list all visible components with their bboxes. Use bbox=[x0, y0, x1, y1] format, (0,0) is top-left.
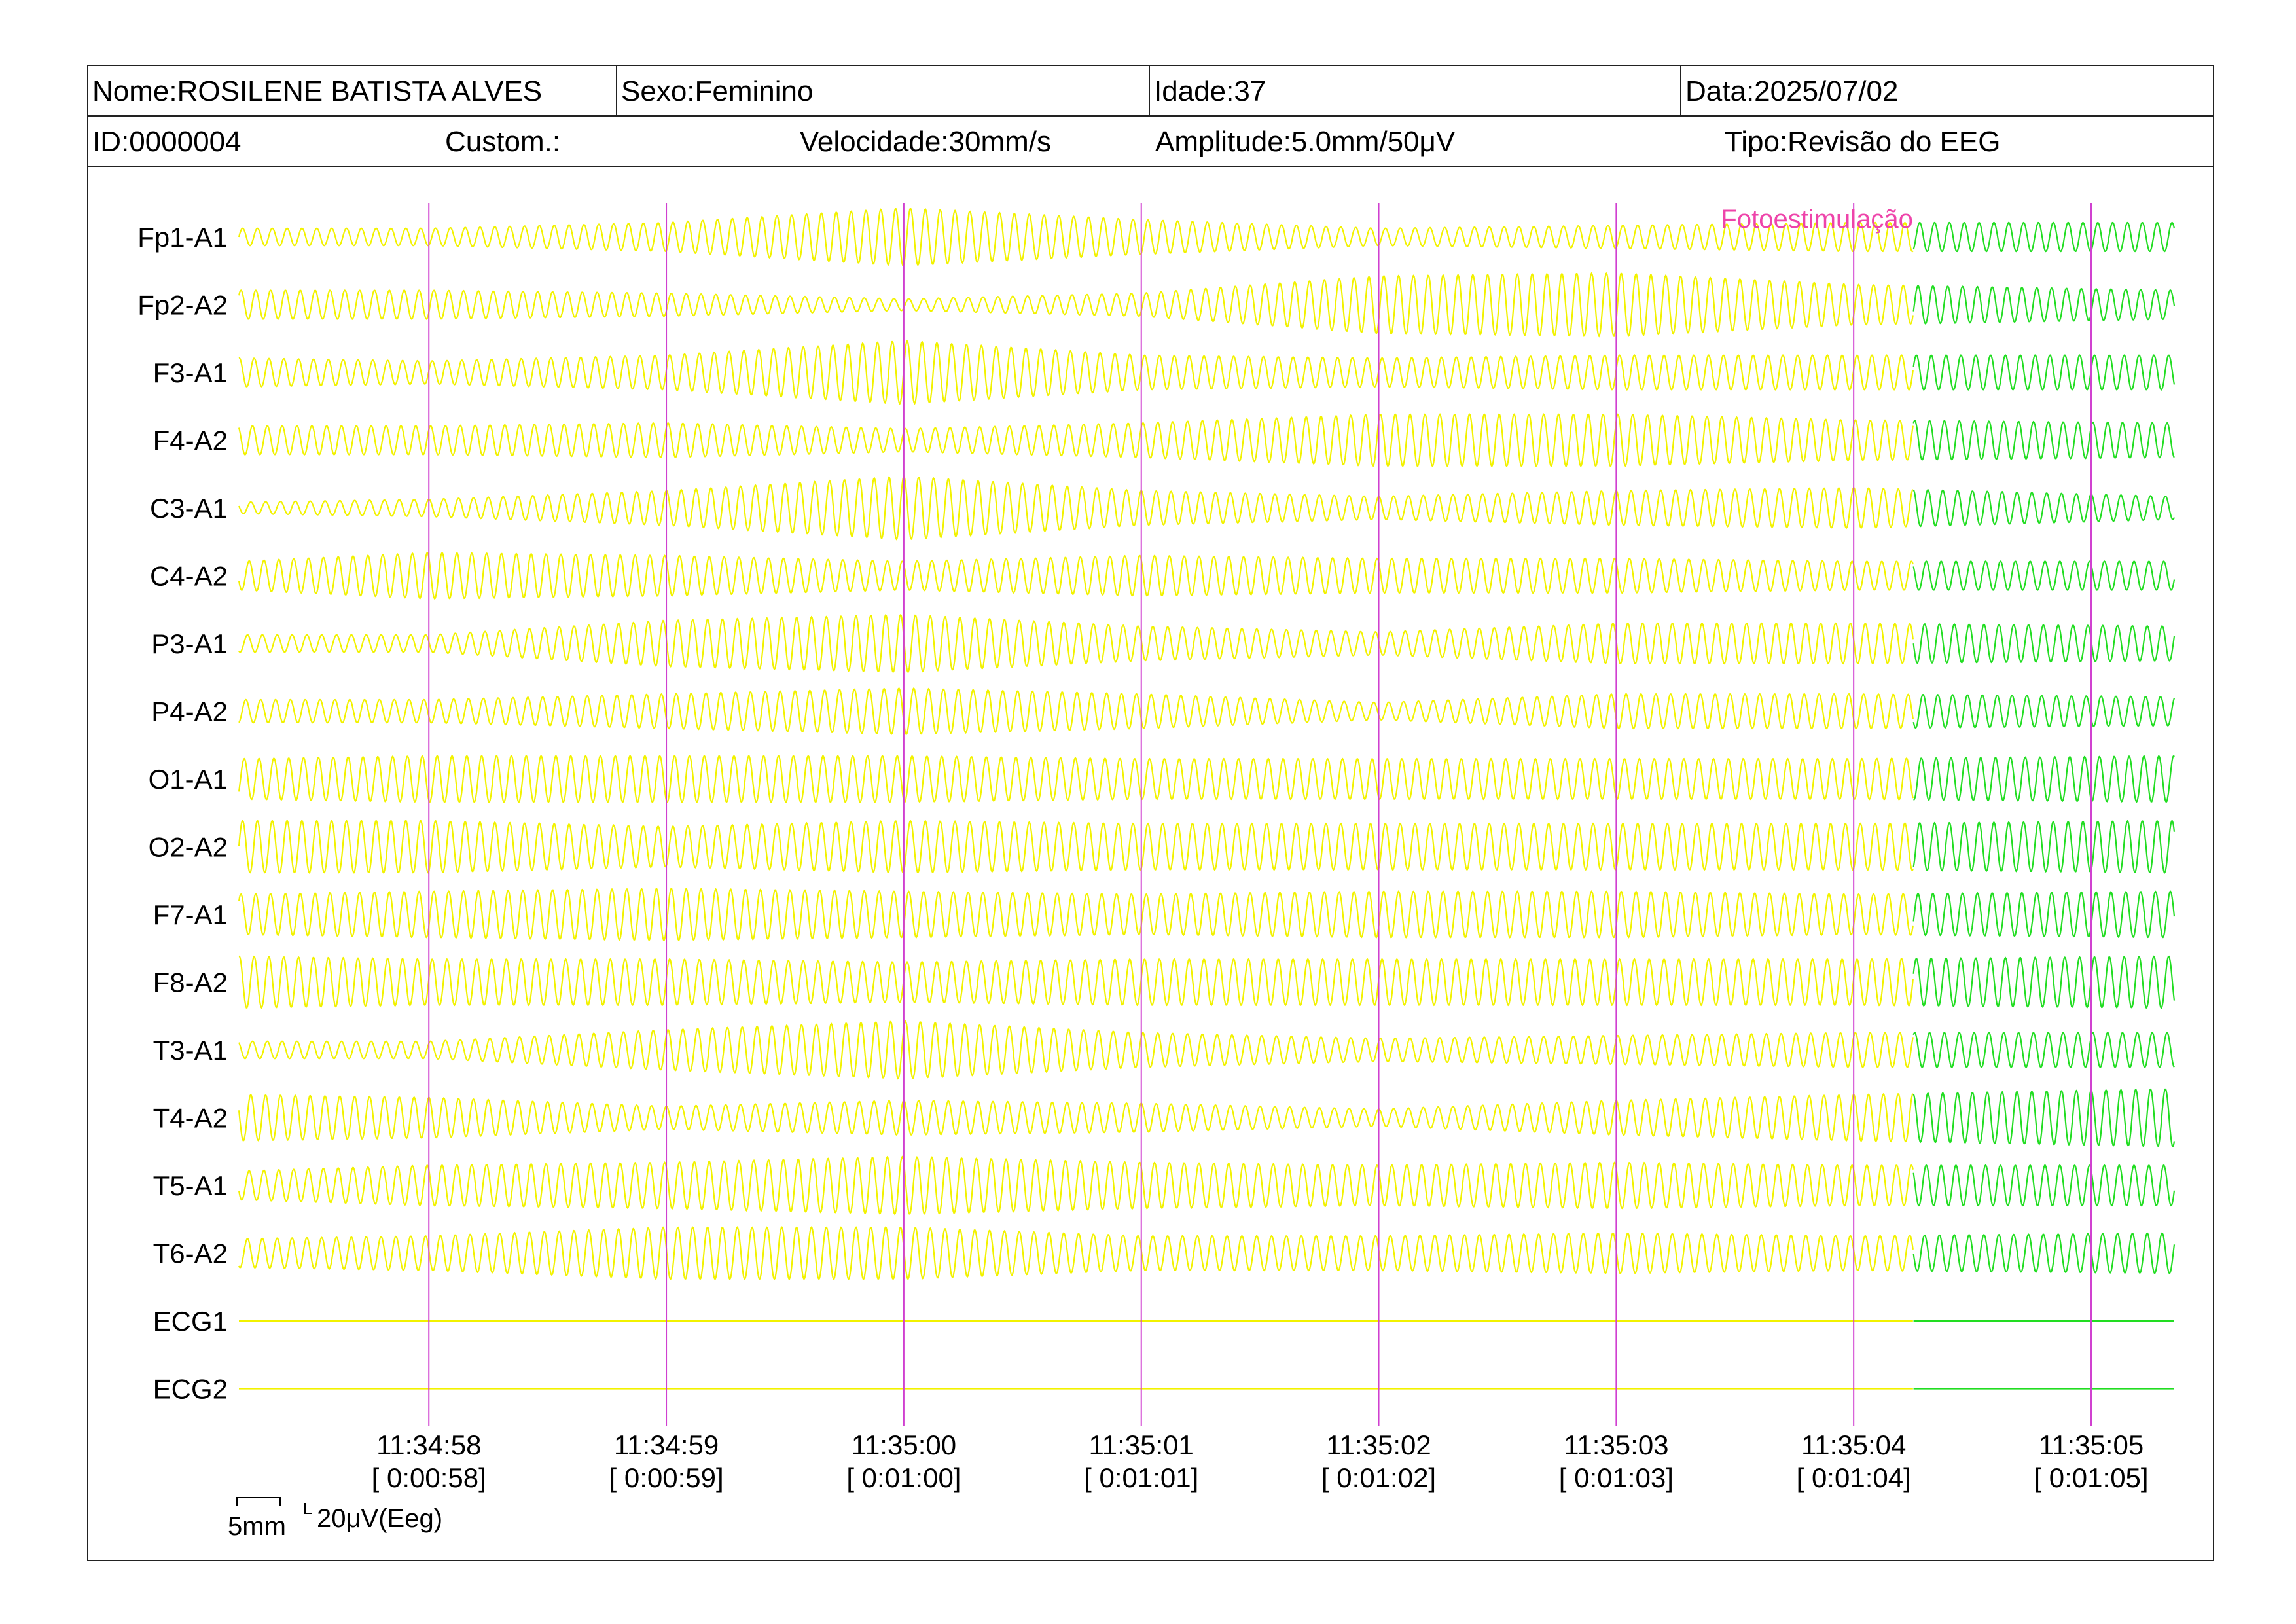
channel-trace-photostimulation bbox=[1912, 1164, 2176, 1207]
channel-label: T4-A2 bbox=[153, 1103, 228, 1134]
channel-label: P3-A1 bbox=[151, 628, 228, 659]
channel-trace-before-stimulus bbox=[238, 820, 1914, 874]
channel-trace-photostimulation bbox=[1912, 1088, 2176, 1147]
time-tick-clock: 11:35:04 bbox=[1801, 1430, 1906, 1460]
channel-trace-before-stimulus bbox=[238, 339, 1914, 405]
amplitude-setting: Amplitude:5.0mm/50μV bbox=[1155, 126, 1456, 158]
channel-trace-before-stimulus bbox=[238, 413, 1914, 467]
channel-label: F4-A2 bbox=[153, 425, 228, 456]
channel-trace-photostimulation bbox=[1912, 623, 2176, 664]
time-tick-elapsed: [ 0:01:04] bbox=[1797, 1462, 1911, 1493]
custom-field: Custom.: bbox=[445, 126, 561, 158]
channel-traces bbox=[238, 207, 2176, 1390]
time-tick-clock: 11:35:02 bbox=[1326, 1430, 1431, 1460]
channel-trace-before-stimulus bbox=[238, 475, 1914, 541]
channel-label: C4-A2 bbox=[150, 561, 228, 592]
channel-trace-before-stimulus bbox=[238, 207, 1914, 266]
time-markers bbox=[428, 203, 2092, 1426]
channel-trace-photostimulation bbox=[1913, 755, 2175, 803]
scale-amplitude-label: 20μV(Eeg) bbox=[317, 1504, 442, 1533]
time-tick-clock: 11:34:58 bbox=[376, 1430, 481, 1460]
channel-trace-before-stimulus bbox=[238, 687, 1914, 735]
channel-trace-before-stimulus bbox=[238, 551, 1914, 600]
patient-id: ID:0000004 bbox=[92, 126, 242, 158]
channel-label: P4-A2 bbox=[151, 696, 228, 727]
channel-label: Fp1-A1 bbox=[137, 222, 228, 253]
channel-label: ECG2 bbox=[153, 1374, 228, 1405]
channel-trace-photostimulation bbox=[1912, 420, 2175, 461]
channel-trace-photostimulation bbox=[1912, 890, 2176, 939]
channel-trace-photostimulation bbox=[1912, 354, 2176, 391]
channel-trace-before-stimulus bbox=[238, 755, 1914, 803]
time-tick-clock: 11:35:01 bbox=[1089, 1430, 1194, 1460]
channel-trace-photostimulation bbox=[1912, 955, 2176, 1009]
channel-trace-photostimulation bbox=[1912, 1032, 2175, 1068]
scale-bar-icon bbox=[236, 1497, 312, 1514]
channel-trace-before-stimulus bbox=[238, 887, 1914, 942]
header-row-patient: Nome:ROSILENE BATISTA ALVES Sexo:Feminin… bbox=[88, 66, 2213, 117]
time-tick-labels: 11:34:58[ 0:00:58] 11:34:59[ 0:00:59] 11:3… bbox=[372, 1430, 2149, 1493]
channel-trace-before-stimulus bbox=[238, 1092, 1914, 1143]
channel-label: F3-A1 bbox=[153, 357, 228, 388]
time-tick-elapsed: [ 0:01:05] bbox=[2034, 1462, 2148, 1493]
channel-trace-before-stimulus bbox=[238, 955, 1914, 1009]
channel-trace-photostimulation bbox=[1912, 221, 2176, 253]
channel-label: O1-A1 bbox=[149, 764, 228, 795]
channel-label: F8-A2 bbox=[153, 967, 228, 998]
channel-trace-before-stimulus bbox=[238, 1155, 1914, 1216]
review-type: Tipo:Revisão do EEG bbox=[1725, 126, 2001, 158]
patient-name: Nome:ROSILENE BATISTA ALVES bbox=[92, 75, 543, 107]
header-row-settings: ID:0000004 Custom.: Velocidade:30mm/s Am… bbox=[88, 117, 2213, 167]
time-tick-clock: 11:35:03 bbox=[1564, 1430, 1668, 1460]
channel-trace-before-stimulus bbox=[238, 1226, 1914, 1280]
exam-date: Data:2025/07/02 bbox=[1680, 66, 2213, 115]
patient-age: Idade:37 bbox=[1149, 66, 1680, 115]
event-label: Fotoestimulação bbox=[1721, 205, 1912, 234]
patient-sex: Sexo:Feminino bbox=[616, 66, 1149, 115]
channel-trace-before-stimulus bbox=[238, 272, 1914, 338]
time-tick-elapsed: [ 0:00:58] bbox=[372, 1462, 486, 1493]
channel-labels: Fp1-A1 Fp2-A2 F3-A1 F4-A2 C3-A1 C4-A2 P3-A1 P4-… bbox=[137, 222, 228, 1405]
channel-label: C3-A1 bbox=[150, 493, 228, 524]
channel-label: T6-A2 bbox=[153, 1238, 228, 1269]
channel-label: Fp2-A2 bbox=[137, 290, 228, 321]
time-tick-elapsed: [ 0:00:59] bbox=[609, 1462, 724, 1493]
time-tick-clock: 11:35:05 bbox=[2039, 1430, 2144, 1460]
time-tick-elapsed: [ 0:01:03] bbox=[1559, 1462, 1674, 1493]
time-tick-elapsed: [ 0:01:02] bbox=[1321, 1462, 1436, 1493]
channel-trace-photostimulation bbox=[1912, 488, 2176, 528]
channel-label: ECG1 bbox=[153, 1306, 228, 1337]
paper-speed: Velocidade:30mm/s bbox=[800, 126, 1051, 158]
eeg-report-frame: Nome:ROSILENE BATISTA ALVES Sexo:Feminin… bbox=[87, 65, 2214, 1561]
scale-time-label: 5mm bbox=[228, 1512, 286, 1541]
channel-trace-photostimulation bbox=[1912, 820, 2176, 874]
channel-trace-before-stimulus bbox=[238, 613, 1914, 674]
channel-trace-photostimulation bbox=[1912, 560, 2176, 591]
time-tick-clock: 11:35:00 bbox=[852, 1430, 956, 1460]
time-tick-clock: 11:34:59 bbox=[614, 1430, 719, 1460]
time-tick-elapsed: [ 0:01:00] bbox=[846, 1462, 961, 1493]
channel-trace-before-stimulus bbox=[238, 1020, 1914, 1080]
time-tick-elapsed: [ 0:01:01] bbox=[1084, 1462, 1198, 1493]
channel-trace-photostimulation bbox=[1912, 1232, 2176, 1274]
channel-trace-photostimulation bbox=[1912, 285, 2176, 325]
channel-label: O2-A2 bbox=[149, 832, 228, 863]
channel-trace-photostimulation bbox=[1912, 693, 2176, 729]
channel-label: T3-A1 bbox=[153, 1035, 228, 1066]
channel-label: F7-A1 bbox=[153, 899, 228, 930]
channel-label: T5-A1 bbox=[153, 1170, 228, 1201]
